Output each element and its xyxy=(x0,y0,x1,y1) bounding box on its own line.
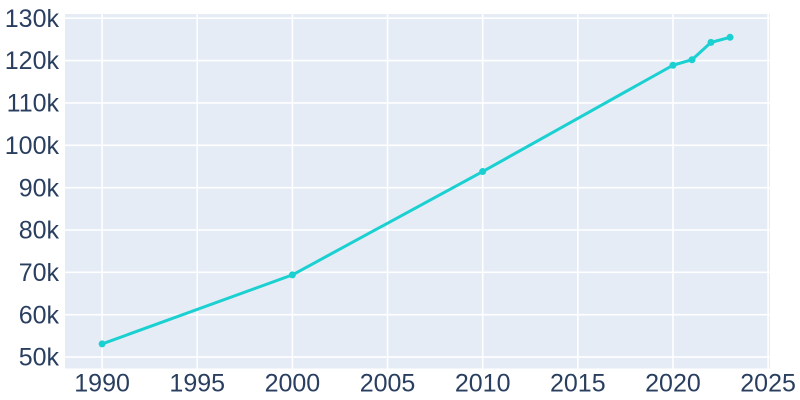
x-tick-label: 2015 xyxy=(550,370,606,398)
y-axis-tick-labels: 50k 60k 70k 80k 90k 100k 110k 120k 130k xyxy=(5,5,60,372)
x-tick-label: 2020 xyxy=(645,370,701,398)
data-point-markers xyxy=(98,33,734,348)
data-point-marker xyxy=(288,271,296,279)
x-tick-label: 1990 xyxy=(74,370,130,398)
x-gridlines xyxy=(101,14,769,369)
y-tick-label: 70k xyxy=(19,259,60,287)
x-tick-label: 2010 xyxy=(455,370,511,398)
x-tick-label: 2000 xyxy=(265,370,321,398)
data-point-marker xyxy=(479,168,487,176)
x-axis-tick-labels: 1990 1995 2000 2005 2010 2015 2020 2025 xyxy=(74,370,796,398)
x-tick-label: 2025 xyxy=(740,370,796,398)
data-point-marker xyxy=(98,340,106,348)
y-tick-label: 90k xyxy=(19,174,60,202)
y-tick-label: 110k xyxy=(7,90,60,118)
x-tick-label: 2005 xyxy=(360,370,416,398)
y-tick-label: 130k xyxy=(5,5,60,33)
plot-background xyxy=(65,14,770,369)
data-point-marker xyxy=(726,33,734,41)
x-tick-label: 1995 xyxy=(169,370,225,398)
y-tick-label: 60k xyxy=(19,301,60,329)
y-tick-label: 120k xyxy=(5,47,60,75)
data-point-marker xyxy=(688,56,696,64)
y-tick-label: 100k xyxy=(5,132,60,160)
data-point-marker xyxy=(669,61,677,69)
y-tick-label: 80k xyxy=(19,217,60,245)
y-tick-label: 50k xyxy=(19,344,60,372)
data-point-marker xyxy=(707,38,715,46)
y-gridlines xyxy=(65,17,770,358)
